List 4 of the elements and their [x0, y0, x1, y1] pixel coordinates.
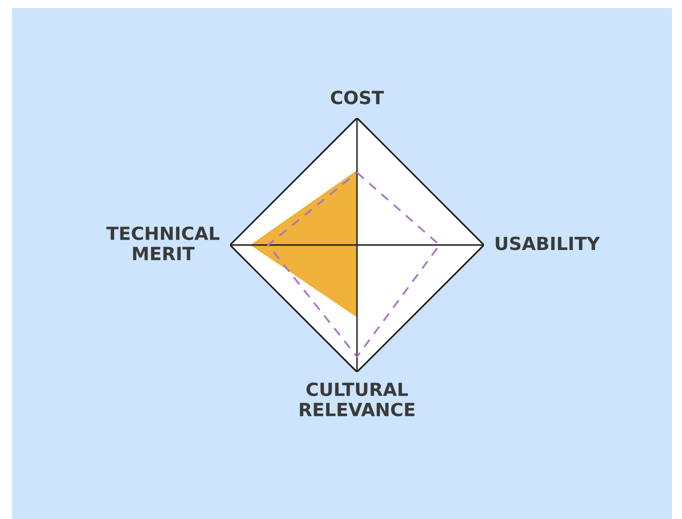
spoke-label: CULTURAL RELEVANCE — [300, 382, 414, 416]
spoke-label: USABILITY — [496, 236, 600, 250]
spoke-label: COST — [330, 90, 384, 104]
spoke-label: TECHNICAL MERIT — [106, 226, 220, 260]
